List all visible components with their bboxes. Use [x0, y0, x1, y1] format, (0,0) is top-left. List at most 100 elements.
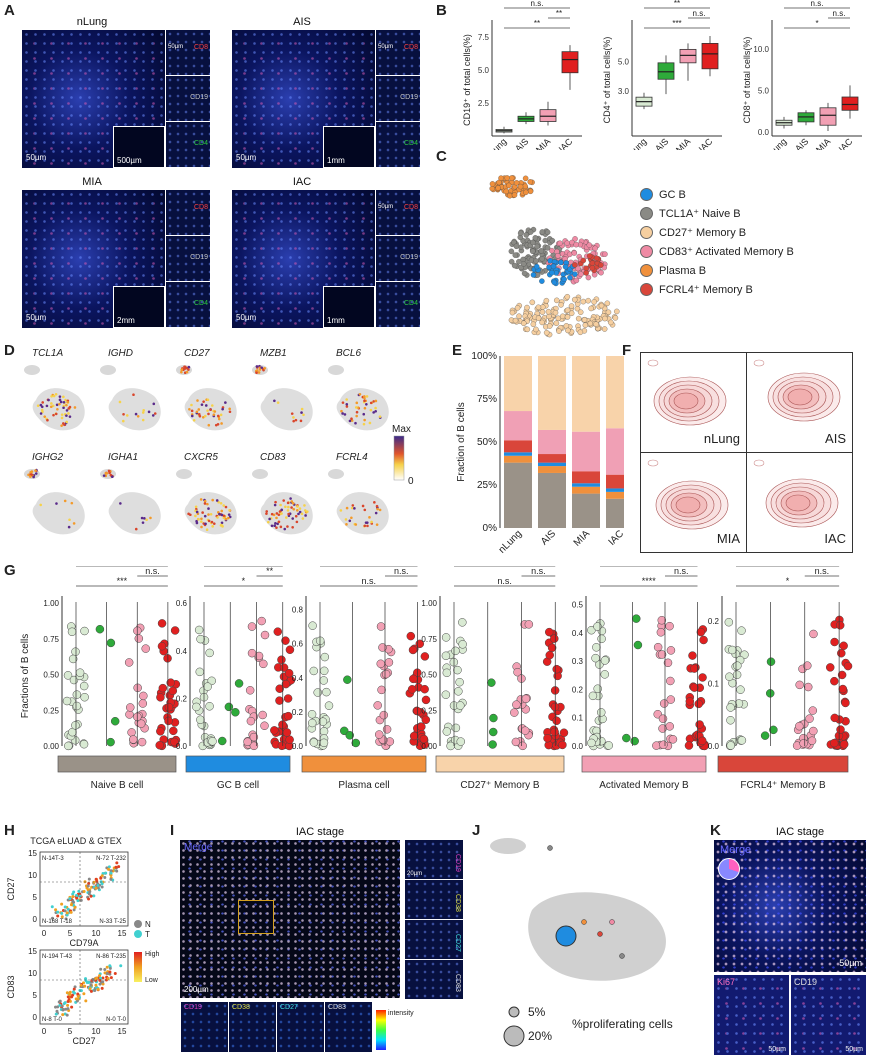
- cell-point: [513, 243, 520, 249]
- data-point: [164, 716, 173, 726]
- cell-point: [529, 299, 536, 306]
- data-point: [825, 663, 835, 672]
- x-axis-label: CD79A: [69, 938, 98, 948]
- y-tick: 0: [33, 915, 38, 924]
- expression-point: [51, 404, 55, 408]
- category-label: GC B cell: [217, 780, 259, 791]
- cell-point: [516, 313, 522, 320]
- stack-segment: [572, 483, 600, 487]
- proliferation-bubble: [547, 845, 553, 851]
- data-point: [696, 627, 706, 637]
- zoom-box: [238, 900, 274, 934]
- category-label: FCRL4⁺ Memory B: [740, 780, 826, 791]
- scatter-point: [77, 889, 81, 893]
- scatter-point: [100, 986, 104, 990]
- scatter-point: [93, 989, 97, 993]
- cell-point: [533, 326, 539, 333]
- expression-point: [275, 526, 278, 529]
- data-point: [382, 725, 392, 734]
- cell-point: [546, 313, 552, 320]
- channel-texture: [376, 30, 420, 75]
- data-point: [134, 634, 144, 643]
- expression-point: [219, 501, 223, 505]
- legend-label: FCRL4⁺ Memory B: [659, 284, 753, 296]
- expression-point: [54, 392, 58, 396]
- umap-shape: [108, 388, 161, 431]
- data-point: [277, 741, 287, 751]
- data-point: [249, 741, 259, 751]
- channel-texture: [376, 76, 420, 121]
- scatter-point: [58, 1003, 62, 1007]
- expression-point: [370, 520, 373, 524]
- legend-swatch: [640, 226, 653, 239]
- density-label: IAC: [824, 531, 846, 546]
- expression-point: [275, 512, 279, 515]
- expression-point: [343, 413, 347, 416]
- panel-h-scatter: TCGA eLUAD & GTEX N-14T-3 N-72 T-232 N-168 …: [6, 836, 160, 1046]
- data-point: [510, 708, 519, 717]
- data-point: [259, 659, 268, 669]
- data-point: [307, 709, 317, 719]
- micrograph-main: 50µm 1mm: [232, 30, 375, 168]
- cell-point: [508, 248, 515, 255]
- micrograph-inset: 1mm: [323, 126, 375, 168]
- y-tick: 5.0: [618, 57, 630, 66]
- data-point: [795, 721, 804, 731]
- scatter-point: [82, 992, 86, 996]
- data-point: [166, 678, 175, 687]
- merge-label: Merge: [184, 842, 213, 853]
- data-point: [378, 643, 387, 652]
- expression-point: [73, 406, 77, 409]
- legend-circle-small: [508, 1006, 520, 1018]
- expression-point: [290, 506, 293, 509]
- scatter-point: [109, 871, 113, 875]
- cell-point: [564, 294, 571, 300]
- category-bar: [301, 755, 427, 773]
- scatter-point: [61, 1013, 65, 1017]
- channel-panel: CD19: [165, 236, 210, 281]
- data-point: [275, 684, 284, 693]
- channel-label: CD4: [403, 300, 418, 307]
- data-point: [156, 693, 165, 702]
- stack-segment: [606, 356, 624, 429]
- data-point: [799, 739, 808, 748]
- data-point: [830, 637, 839, 647]
- expression-point: [355, 410, 359, 414]
- feature-umap: [328, 365, 389, 431]
- data-point: [489, 713, 498, 723]
- cell-point: [585, 274, 592, 281]
- cell-point: [544, 245, 551, 251]
- expression-point: [188, 407, 191, 411]
- y-tick: 0.25: [43, 706, 59, 715]
- panel-title: IAC stage: [775, 826, 825, 838]
- expression-point: [34, 469, 37, 472]
- expression-point: [263, 367, 267, 370]
- scatter-point: [76, 994, 80, 998]
- expression-point: [376, 507, 379, 511]
- stack-segment: [538, 454, 566, 463]
- y-tick: 0.25: [421, 706, 437, 715]
- data-point: [544, 627, 554, 637]
- y-tick: 0.50: [43, 671, 59, 680]
- scatter-point: [101, 980, 105, 984]
- expression-point: [185, 366, 189, 370]
- legend-swatch: [640, 245, 653, 258]
- scale-max: Max: [392, 424, 411, 435]
- contour: [675, 496, 701, 514]
- data-point: [552, 716, 561, 726]
- expression-point: [202, 400, 205, 403]
- expression-point: [362, 422, 366, 426]
- panel-b-boxplots: 2.5 5.0 7.5 CD19⁺ of total cells(%) nLung AIS…: [462, 0, 862, 150]
- expression-point: [220, 422, 223, 425]
- cell-point: [517, 183, 524, 190]
- cell-point: [550, 263, 557, 270]
- expression-point: [221, 407, 224, 411]
- expression-point: [374, 511, 378, 515]
- legend-high: High: [145, 951, 160, 958]
- y-tick: 0.50: [421, 671, 437, 680]
- scatter-point: [71, 895, 75, 899]
- umap-cluster: [252, 469, 268, 479]
- expression-point: [105, 472, 109, 475]
- scatter-point: [101, 976, 105, 980]
- data-point: [106, 638, 116, 648]
